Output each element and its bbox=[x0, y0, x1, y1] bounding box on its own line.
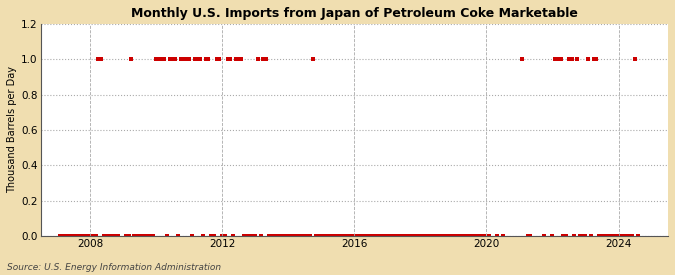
Text: Source: U.S. Energy Information Administration: Source: U.S. Energy Information Administ… bbox=[7, 263, 221, 272]
Title: Monthly U.S. Imports from Japan of Petroleum Coke Marketable: Monthly U.S. Imports from Japan of Petro… bbox=[131, 7, 578, 20]
Y-axis label: Thousand Barrels per Day: Thousand Barrels per Day bbox=[7, 67, 17, 193]
